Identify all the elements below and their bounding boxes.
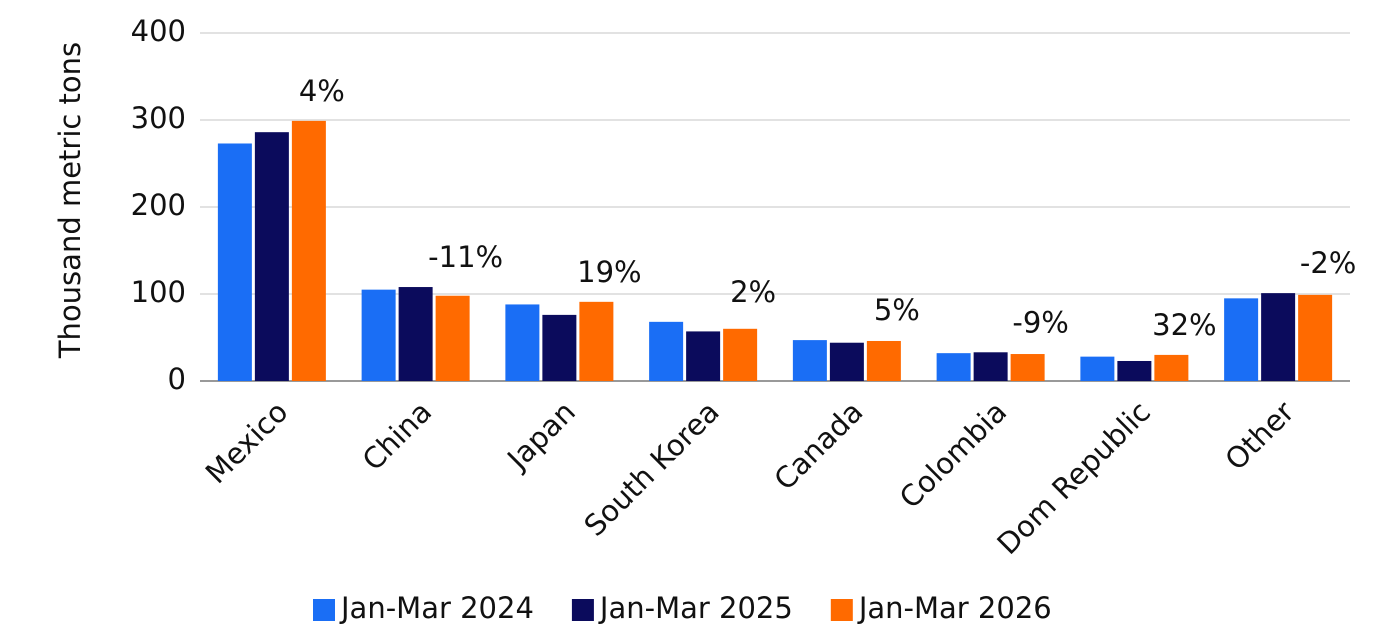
change-label: 5% <box>874 293 920 327</box>
y-tick-label: 0 <box>168 362 186 396</box>
legend-swatch <box>571 599 594 621</box>
bar <box>254 132 289 381</box>
bar <box>1154 354 1189 381</box>
bar <box>1298 294 1333 381</box>
change-label: 19% <box>577 255 641 289</box>
bar <box>866 340 901 381</box>
y-tick-label: 400 <box>131 14 186 48</box>
bar <box>1261 293 1296 381</box>
x-tick-label: Colombia <box>893 395 1013 515</box>
bar <box>973 352 1008 381</box>
change-label: -9% <box>1012 305 1068 339</box>
y-tick-label: 300 <box>131 101 186 135</box>
change-label: 32% <box>1152 308 1216 342</box>
bar <box>686 331 721 381</box>
bar <box>829 342 864 381</box>
legend-label: Jan-Mar 2025 <box>598 591 793 625</box>
bar <box>936 353 971 381</box>
bar <box>1224 298 1259 381</box>
x-tick-label: Japan <box>499 395 582 478</box>
bar <box>723 328 758 381</box>
legend-swatch <box>313 599 335 621</box>
bar <box>792 340 827 381</box>
bar <box>579 301 614 381</box>
bar <box>435 295 470 381</box>
legend-label: Jan-Mar 2026 <box>857 591 1052 625</box>
y-axis-title: Thousand metric tons <box>53 42 87 359</box>
bar <box>1080 356 1115 381</box>
change-label: -11% <box>428 240 503 274</box>
x-tick-label: Other <box>1218 395 1300 477</box>
bar <box>217 143 252 381</box>
bar <box>542 314 577 381</box>
x-tick-label: China <box>356 395 439 478</box>
bar <box>398 287 433 381</box>
change-label: -2% <box>1300 246 1356 280</box>
bar <box>361 289 396 381</box>
change-label: 4% <box>299 74 345 108</box>
bar <box>649 321 684 381</box>
x-tick-label: Dom Republic <box>990 395 1157 562</box>
change-label: 2% <box>730 275 776 309</box>
legend-label: Jan-Mar 2024 <box>339 591 534 625</box>
legend-swatch <box>830 599 853 621</box>
bar <box>291 120 326 382</box>
y-tick-label: 100 <box>131 275 186 309</box>
x-tick-label: Canada <box>767 395 869 497</box>
x-tick-label: South Korea <box>577 395 725 543</box>
bar <box>505 304 540 381</box>
x-tick-label: Mexico <box>199 395 295 491</box>
bar <box>1010 354 1045 381</box>
y-tick-label: 200 <box>131 188 186 222</box>
bar <box>1117 360 1152 381</box>
